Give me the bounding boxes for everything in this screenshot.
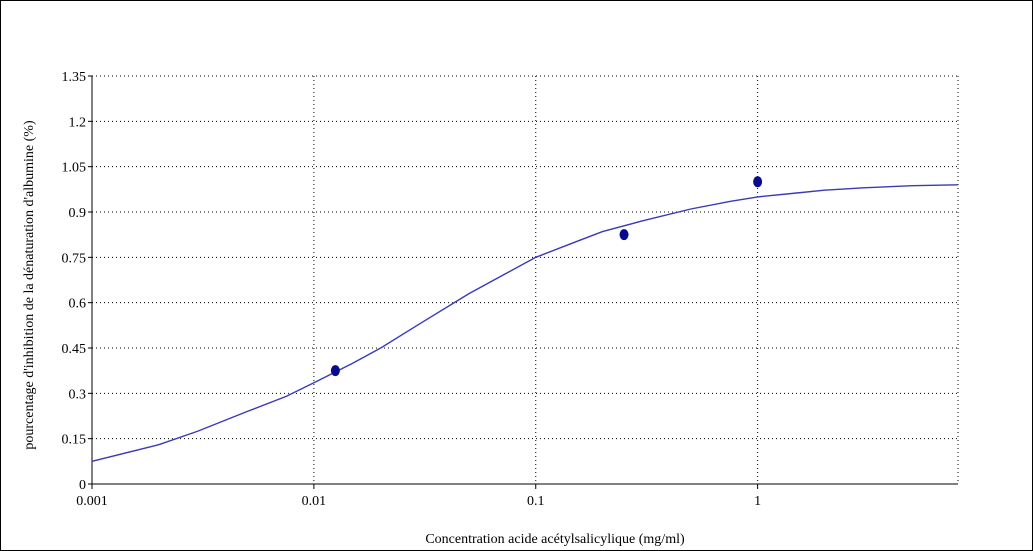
y-axis-title: pourcentage d'inhibition de la dénaturat… — [22, 120, 37, 450]
y-tick-label: 0.15 — [62, 433, 87, 448]
y-tick-label: 1.05 — [62, 161, 87, 176]
y-tick-label: 0.3 — [69, 387, 87, 402]
y-tick-label: 0.45 — [62, 342, 87, 357]
y-tick-label: 0.75 — [62, 251, 87, 266]
y-tick-label: 1.2 — [69, 115, 87, 130]
y-tick-label: 0.9 — [69, 206, 87, 221]
y-tick-label: 0.6 — [69, 297, 87, 312]
x-tick-label: 1 — [754, 494, 761, 509]
x-tick-label: 0.01 — [302, 494, 327, 509]
x-tick-label: 0.1 — [527, 494, 545, 509]
x-axis-title: Concentration acide acétylsalicylique (m… — [425, 532, 685, 547]
data-point — [619, 229, 629, 241]
data-point — [330, 365, 340, 377]
y-tick-label: 1.35 — [62, 70, 87, 85]
y-tick-label: 0 — [79, 478, 86, 493]
fitted-curve-line — [91, 184, 959, 462]
x-tick-label: 0.001 — [76, 494, 108, 509]
data-point — [753, 176, 763, 188]
